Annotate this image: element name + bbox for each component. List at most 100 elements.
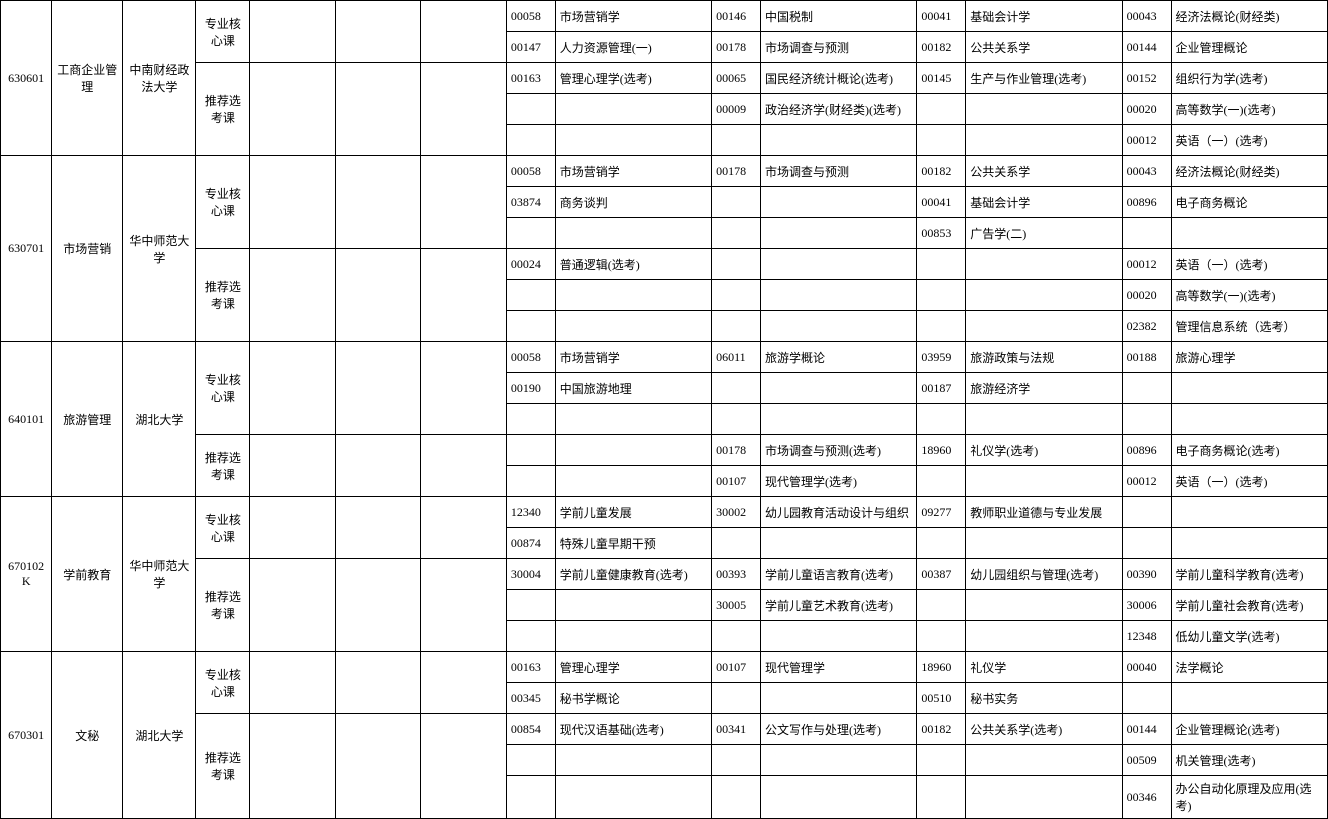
course-code: 00182 <box>917 156 966 187</box>
course-name: 人力资源管理(一) <box>555 32 711 63</box>
course-code: 00146 <box>712 1 761 32</box>
course-name <box>555 311 711 342</box>
course-code: 00107 <box>712 466 761 497</box>
course-name: 基础会计学 <box>966 1 1122 32</box>
course-name: 学前儿童科学教育(选考) <box>1171 559 1328 590</box>
course-name <box>1171 497 1328 528</box>
empty-cell <box>335 435 421 497</box>
course-code <box>712 280 761 311</box>
course-name: 广告学(二) <box>966 218 1122 249</box>
course-name: 旅游政策与法规 <box>966 342 1122 373</box>
course-name: 普通逻辑(选考) <box>555 249 711 280</box>
course-name <box>760 125 916 156</box>
course-code: 00058 <box>506 1 555 32</box>
course-code: 00012 <box>1122 125 1171 156</box>
empty-cell <box>421 63 507 156</box>
course-code: 00187 <box>917 373 966 404</box>
school-name: 华中师范大学 <box>123 156 196 342</box>
course-name: 办公自动化原理及应用(选考) <box>1171 776 1328 819</box>
table-row: 推荐选考课00854现代汉语基础(选考)00341公文写作与处理(选考)0018… <box>1 714 1328 745</box>
course-code: 00041 <box>917 187 966 218</box>
course-code <box>917 590 966 621</box>
course-code <box>506 466 555 497</box>
school-name: 湖北大学 <box>123 342 196 497</box>
course-code <box>917 745 966 776</box>
course-name <box>1171 373 1328 404</box>
empty-cell <box>421 652 507 714</box>
course-name <box>966 249 1122 280</box>
table-row: 推荐选考课00024普通逻辑(选考)00012英语（一）(选考) <box>1 249 1328 280</box>
course-code <box>917 466 966 497</box>
table-row: 推荐选考课00178市场调查与预测(选考)18960礼仪学(选考)00896电子… <box>1 435 1328 466</box>
course-name <box>760 621 916 652</box>
course-name: 学前儿童艺术教育(选考) <box>760 590 916 621</box>
course-code <box>917 621 966 652</box>
course-code <box>712 683 761 714</box>
course-code: 00163 <box>506 652 555 683</box>
course-name: 学前儿童健康教育(选考) <box>555 559 711 590</box>
course-code: 00853 <box>917 218 966 249</box>
course-code <box>917 94 966 125</box>
major-code: 630701 <box>1 156 52 342</box>
course-code: 00178 <box>712 156 761 187</box>
course-name: 秘书学概论 <box>555 683 711 714</box>
course-code: 12348 <box>1122 621 1171 652</box>
empty-cell <box>250 714 336 819</box>
course-name <box>760 373 916 404</box>
empty-cell <box>250 63 336 156</box>
empty-cell <box>335 342 421 435</box>
course-type: 推荐选考课 <box>196 714 250 819</box>
empty-cell <box>421 249 507 342</box>
major-name: 学前教育 <box>52 497 123 652</box>
empty-cell <box>250 342 336 435</box>
course-code <box>1122 373 1171 404</box>
course-name: 经济法概论(财经类) <box>1171 1 1328 32</box>
course-name <box>966 125 1122 156</box>
course-code: 00510 <box>917 683 966 714</box>
course-name: 企业管理概论(选考) <box>1171 714 1328 745</box>
course-name: 旅游学概论 <box>760 342 916 373</box>
course-name: 学前儿童语言教育(选考) <box>760 559 916 590</box>
course-name <box>1171 528 1328 559</box>
major-code: 640101 <box>1 342 52 497</box>
course-name: 市场调查与预测 <box>760 32 916 63</box>
empty-cell <box>335 652 421 714</box>
course-code <box>917 311 966 342</box>
course-name: 市场调查与预测(选考) <box>760 435 916 466</box>
course-name: 现代管理学(选考) <box>760 466 916 497</box>
course-code: 00020 <box>1122 280 1171 311</box>
major-code: 670301 <box>1 652 52 819</box>
course-name: 中国旅游地理 <box>555 373 711 404</box>
course-name <box>966 590 1122 621</box>
course-name <box>760 404 916 435</box>
course-name: 教师职业道德与专业发展 <box>966 497 1122 528</box>
course-code: 00182 <box>917 32 966 63</box>
course-name: 管理信息系统（选考） <box>1171 311 1328 342</box>
course-code: 30002 <box>712 497 761 528</box>
course-code: 00341 <box>712 714 761 745</box>
course-type: 推荐选考课 <box>196 63 250 156</box>
course-code <box>506 745 555 776</box>
course-name: 特殊儿童早期干预 <box>555 528 711 559</box>
course-type: 专业核心课 <box>196 652 250 714</box>
course-code <box>506 94 555 125</box>
course-code: 30005 <box>712 590 761 621</box>
course-code <box>712 621 761 652</box>
table-row: 670102K学前教育华中师范大学专业核心课12340学前儿童发展30002幼儿… <box>1 497 1328 528</box>
course-code <box>1122 218 1171 249</box>
course-code <box>712 187 761 218</box>
table-row: 640101旅游管理湖北大学专业核心课00058市场营销学06011旅游学概论0… <box>1 342 1328 373</box>
empty-cell <box>421 497 507 559</box>
course-name: 公共关系学 <box>966 156 1122 187</box>
course-type: 专业核心课 <box>196 1 250 63</box>
course-code: 18960 <box>917 652 966 683</box>
course-name: 英语（一）(选考) <box>1171 249 1328 280</box>
course-name: 英语（一）(选考) <box>1171 466 1328 497</box>
course-code: 00058 <box>506 156 555 187</box>
course-code <box>917 528 966 559</box>
empty-cell <box>421 156 507 249</box>
empty-cell <box>421 714 507 819</box>
course-name <box>760 528 916 559</box>
course-code: 06011 <box>712 342 761 373</box>
empty-cell <box>335 497 421 559</box>
